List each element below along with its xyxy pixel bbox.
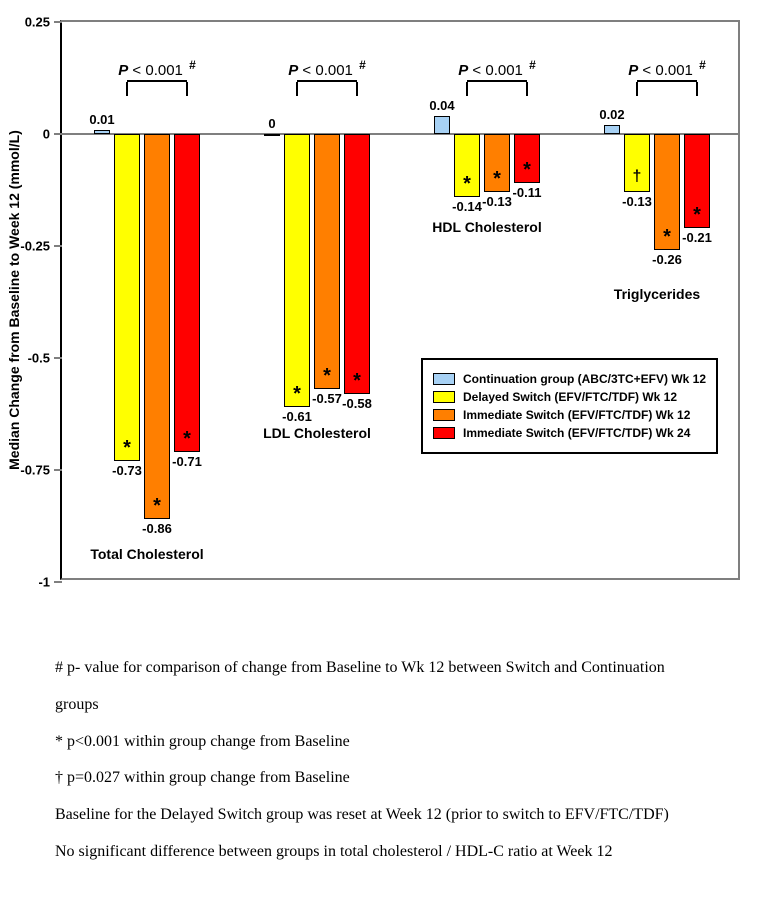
significance-marker: *: [183, 428, 191, 451]
significance-marker: *: [353, 370, 361, 393]
significance-marker: †: [633, 168, 642, 186]
footnote-line: No significant difference between groups…: [55, 834, 708, 871]
bar-value-label: 0: [268, 116, 275, 131]
significance-marker: *: [663, 226, 671, 249]
y-axis-title: Median Change from Baseline to Week 12 (…: [6, 130, 22, 470]
significance-marker: *: [293, 383, 301, 406]
p-value-label: P < 0.001 #: [118, 58, 196, 79]
y-tick-label: -1: [38, 575, 50, 590]
significance-marker: *: [323, 365, 331, 388]
y-tick-label: -0.75: [20, 463, 50, 478]
bar: [284, 134, 310, 407]
bar-value-label: -0.13: [622, 194, 652, 209]
group-title: Triglycerides: [614, 286, 700, 302]
bar-value-label: -0.58: [342, 396, 372, 411]
significance-marker: *: [463, 173, 471, 196]
p-value-label: P < 0.001 #: [458, 58, 536, 79]
bar: [94, 130, 110, 134]
significance-bracket: [637, 80, 697, 82]
bar-value-label: 0.02: [599, 107, 624, 122]
significance-bracket: [297, 80, 357, 82]
significance-marker: *: [123, 437, 131, 460]
bar: [264, 134, 280, 136]
y-tick-label: -0.5: [28, 351, 50, 366]
plot-region: -1-0.75-0.5-0.2500.250.01-0.73*-0.86*-0.…: [60, 20, 740, 580]
legend-item: Immediate Switch (EFV/FTC/TDF) Wk 12: [433, 408, 706, 422]
chart-area: Median Change from Baseline to Week 12 (…: [0, 0, 763, 620]
legend-label: Delayed Switch (EFV/FTC/TDF) Wk 12: [463, 390, 677, 404]
p-value-label: P < 0.001 #: [288, 58, 366, 79]
footnote-line: # p- value for comparison of change from…: [55, 650, 708, 724]
bar: [314, 134, 340, 389]
significance-marker: *: [693, 204, 701, 227]
bar-value-label: 0.04: [429, 98, 454, 113]
bar: [174, 134, 200, 452]
bar-value-label: -0.26: [652, 252, 682, 267]
legend-item: Continuation group (ABC/3TC+EFV) Wk 12: [433, 372, 706, 386]
bar-value-label: -0.14: [452, 199, 482, 214]
bar: [144, 134, 170, 519]
footnotes: # p- value for comparison of change from…: [0, 620, 763, 901]
y-tick-label: 0: [43, 127, 50, 142]
bar-value-label: -0.71: [172, 454, 202, 469]
legend-label: Immediate Switch (EFV/FTC/TDF) Wk 12: [463, 408, 690, 422]
bar: [344, 134, 370, 394]
legend-item: Delayed Switch (EFV/FTC/TDF) Wk 12: [433, 390, 706, 404]
y-tick-label: 0.25: [25, 15, 50, 30]
significance-marker: *: [493, 168, 501, 191]
significance-bracket: [127, 80, 187, 82]
legend-swatch: [433, 391, 455, 403]
legend-swatch: [433, 409, 455, 421]
significance-marker: *: [153, 495, 161, 518]
legend-label: Continuation group (ABC/3TC+EFV) Wk 12: [463, 372, 706, 386]
bar-value-label: -0.73: [112, 463, 142, 478]
bar-value-label: -0.11: [513, 185, 542, 200]
bar: [114, 134, 140, 461]
y-tick-label: -0.25: [20, 239, 50, 254]
group-title: HDL Cholesterol: [432, 219, 541, 235]
group-title: LDL Cholesterol: [263, 425, 371, 441]
group-title: Total Cholesterol: [90, 546, 203, 562]
footnote-line: Baseline for the Delayed Switch group wa…: [55, 797, 708, 834]
bar-value-label: -0.13: [482, 194, 512, 209]
bar-value-label: -0.86: [142, 521, 172, 536]
bar-value-label: -0.61: [282, 409, 312, 424]
footnote-line: * p<0.001 within group change from Basel…: [55, 724, 708, 761]
bar-value-label: -0.21: [682, 230, 712, 245]
legend-item: Immediate Switch (EFV/FTC/TDF) Wk 24: [433, 426, 706, 440]
bar: [434, 116, 450, 134]
legend: Continuation group (ABC/3TC+EFV) Wk 12 De…: [421, 358, 718, 454]
legend-label: Immediate Switch (EFV/FTC/TDF) Wk 24: [463, 426, 690, 440]
bar-value-label: -0.57: [312, 391, 342, 406]
legend-swatch: [433, 373, 455, 385]
bar-value-label: 0.01: [89, 112, 114, 127]
footnote-line: † p=0.027 within group change from Basel…: [55, 760, 708, 797]
p-value-label: P < 0.001 #: [628, 58, 706, 79]
significance-marker: *: [523, 159, 531, 182]
significance-bracket: [467, 80, 527, 82]
legend-swatch: [433, 427, 455, 439]
bar: [604, 125, 620, 134]
